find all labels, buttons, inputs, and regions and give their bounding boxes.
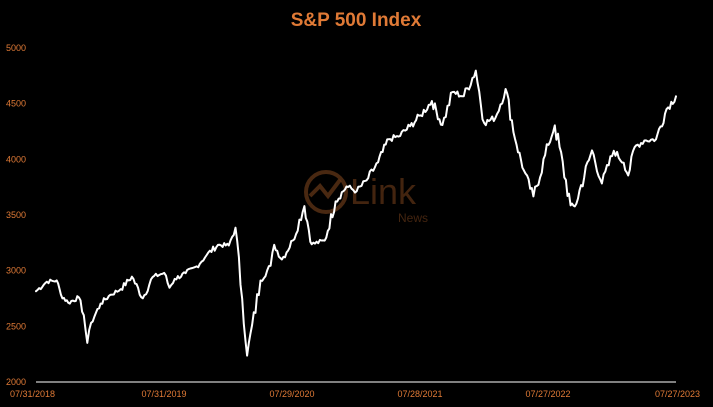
y-tick-label: 3000 xyxy=(6,266,26,276)
x-tick-label: 07/27/2022 xyxy=(525,389,570,399)
x-tick-label: 07/31/2018 xyxy=(10,389,55,399)
x-axis: 07/31/2018 07/31/2019 07/29/2020 07/28/2021… xyxy=(10,381,700,399)
y-tick-label: 5000 xyxy=(6,43,26,53)
watermark: Link News xyxy=(304,170,428,225)
y-tick-label: 2000 xyxy=(6,377,26,387)
x-tick-label: 07/27/2023 xyxy=(655,389,700,399)
x-tick-label: 07/31/2019 xyxy=(141,389,186,399)
watermark-sub: News xyxy=(398,211,428,225)
y-tick-label: 3500 xyxy=(6,210,26,220)
chart-title: S&P 500 Index xyxy=(291,10,422,31)
link-news-logo-icon xyxy=(304,170,348,214)
y-tick-label: 2500 xyxy=(6,321,26,331)
x-tick-label: 07/29/2020 xyxy=(269,389,314,399)
y-tick-label: 4000 xyxy=(6,154,26,164)
watermark-brand: Link xyxy=(350,171,417,212)
series-line xyxy=(35,69,677,357)
x-tick-label: 07/28/2021 xyxy=(397,389,442,399)
y-axis: 2000 2500 3000 3500 4000 4500 5000 xyxy=(6,43,26,387)
y-tick-label: 4500 xyxy=(6,99,26,109)
